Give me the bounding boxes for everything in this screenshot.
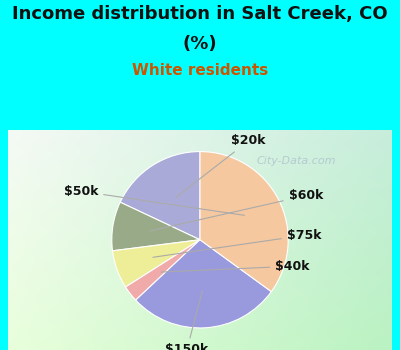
Text: Income distribution in Salt Creek, CO: Income distribution in Salt Creek, CO	[12, 5, 388, 23]
Wedge shape	[112, 202, 200, 251]
Text: $40k: $40k	[161, 260, 310, 273]
Text: $150k: $150k	[165, 291, 208, 350]
Wedge shape	[200, 152, 288, 292]
Text: $60k: $60k	[150, 189, 323, 231]
Wedge shape	[126, 240, 200, 300]
Text: $75k: $75k	[153, 229, 321, 257]
Text: (%): (%)	[183, 35, 217, 53]
Wedge shape	[120, 152, 200, 240]
Text: White residents: White residents	[132, 63, 268, 78]
Text: $20k: $20k	[176, 134, 266, 197]
Wedge shape	[136, 240, 271, 328]
Text: $50k: $50k	[64, 185, 244, 215]
Wedge shape	[112, 240, 200, 287]
Text: City-Data.com: City-Data.com	[256, 156, 336, 166]
